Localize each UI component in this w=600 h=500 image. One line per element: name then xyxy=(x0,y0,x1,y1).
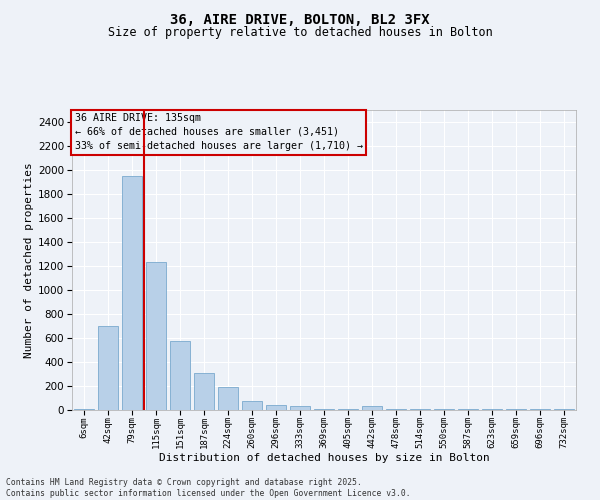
Bar xyxy=(170,341,190,410)
Bar xyxy=(218,386,238,410)
Bar xyxy=(290,406,310,410)
Bar xyxy=(194,374,214,410)
Bar xyxy=(362,406,382,410)
Text: Contains HM Land Registry data © Crown copyright and database right 2025.
Contai: Contains HM Land Registry data © Crown c… xyxy=(6,478,410,498)
X-axis label: Distribution of detached houses by size in Bolton: Distribution of detached houses by size … xyxy=(158,452,490,462)
Bar xyxy=(146,262,166,410)
Bar xyxy=(98,326,118,410)
Bar xyxy=(122,176,142,410)
Text: 36, AIRE DRIVE, BOLTON, BL2 3FX: 36, AIRE DRIVE, BOLTON, BL2 3FX xyxy=(170,12,430,26)
Text: 36 AIRE DRIVE: 135sqm
← 66% of detached houses are smaller (3,451)
33% of semi-d: 36 AIRE DRIVE: 135sqm ← 66% of detached … xyxy=(74,113,362,151)
Bar xyxy=(266,404,286,410)
Bar xyxy=(74,409,94,410)
Bar xyxy=(242,401,262,410)
Text: Size of property relative to detached houses in Bolton: Size of property relative to detached ho… xyxy=(107,26,493,39)
Y-axis label: Number of detached properties: Number of detached properties xyxy=(24,162,34,358)
